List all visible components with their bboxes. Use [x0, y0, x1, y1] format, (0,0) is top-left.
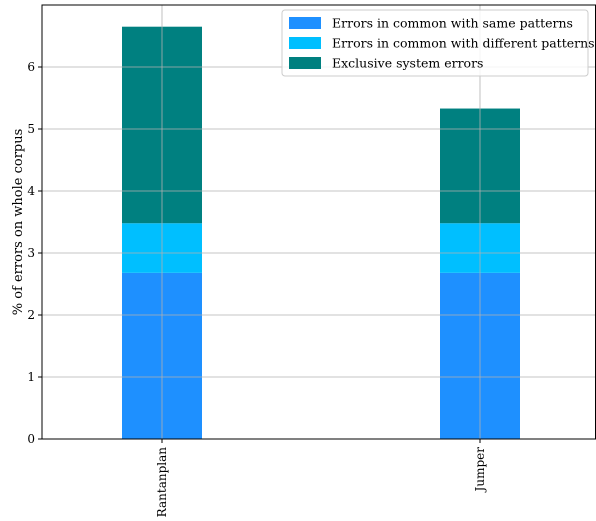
y-tick-label-6: 6 — [27, 60, 35, 74]
y-tick-label-4: 4 — [27, 184, 35, 198]
y-tick-label-2: 2 — [27, 308, 35, 322]
legend-label-2: Exclusive system errors — [332, 56, 483, 71]
legend-label-1: Errors in common with different patterns — [332, 36, 595, 51]
y-axis-label: % of errors on whole corpus — [11, 129, 26, 316]
y-tick-label-0: 0 — [27, 432, 35, 446]
x-tick-label-jumper: Jumper — [473, 447, 487, 494]
legend-label-0: Errors in common with same patterns — [332, 16, 573, 31]
y-tick-label-5: 5 — [27, 122, 35, 136]
legend: Errors in common with same patterns Error… — [281, 9, 595, 77]
legend-box — [281, 9, 589, 77]
legend-swatch-1 — [289, 37, 321, 49]
legend-swatch-2 — [289, 57, 321, 69]
y-tick-label-3: 3 — [27, 246, 35, 260]
legend-swatch-0 — [289, 17, 321, 29]
x-tick-label-rantanplan: Rantanplan — [155, 447, 169, 518]
y-tick-label-1: 1 — [27, 370, 35, 384]
ticks: 0 1 2 3 4 5 6 Rantanplan Jumper — [27, 60, 487, 517]
